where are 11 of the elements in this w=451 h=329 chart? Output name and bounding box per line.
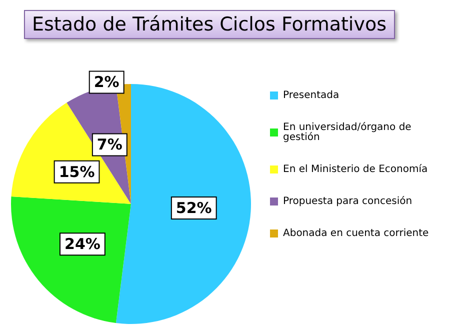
data-label: 52% [176, 198, 212, 217]
legend-label: En el Ministerio de Economía [283, 164, 428, 175]
data-label: 15% [58, 162, 95, 181]
legend-label: Propuesta para concesión [283, 196, 412, 207]
legend-label: Presentada [283, 90, 340, 101]
legend-label: Abonada en cuenta corriente [283, 228, 429, 239]
data-label: 24% [64, 235, 100, 254]
data-label: 7% [96, 136, 122, 154]
chart-title: Estado de Trámites Ciclos Formativos [32, 14, 386, 36]
data-label: 2% [94, 73, 120, 92]
legend-label: En universidad/órgano de gestión [283, 122, 414, 143]
